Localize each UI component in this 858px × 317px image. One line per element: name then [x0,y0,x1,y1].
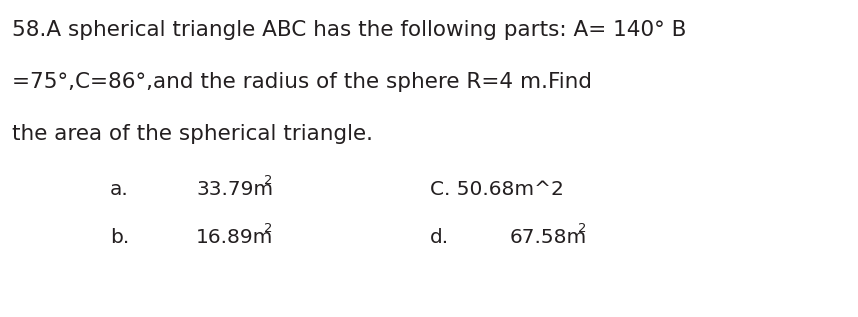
Text: 33.79m: 33.79m [196,180,273,199]
Text: b.: b. [110,228,130,247]
Text: 58.A spherical triangle ABC has the following parts: A= 140° B: 58.A spherical triangle ABC has the foll… [12,20,686,40]
Text: 67.58m: 67.58m [510,228,587,247]
Text: 2: 2 [264,174,273,187]
Text: 16.89m: 16.89m [196,228,274,247]
Text: a.: a. [110,180,129,199]
Text: the area of the spherical triangle.: the area of the spherical triangle. [12,124,373,144]
Text: 2: 2 [578,222,587,235]
Text: d.: d. [430,228,449,247]
Text: 2: 2 [264,222,273,235]
Text: C. 50.68m^2: C. 50.68m^2 [430,180,564,199]
Text: =75°,C=86°,and the radius of the sphere R=4 m.Find: =75°,C=86°,and the radius of the sphere … [12,72,592,92]
